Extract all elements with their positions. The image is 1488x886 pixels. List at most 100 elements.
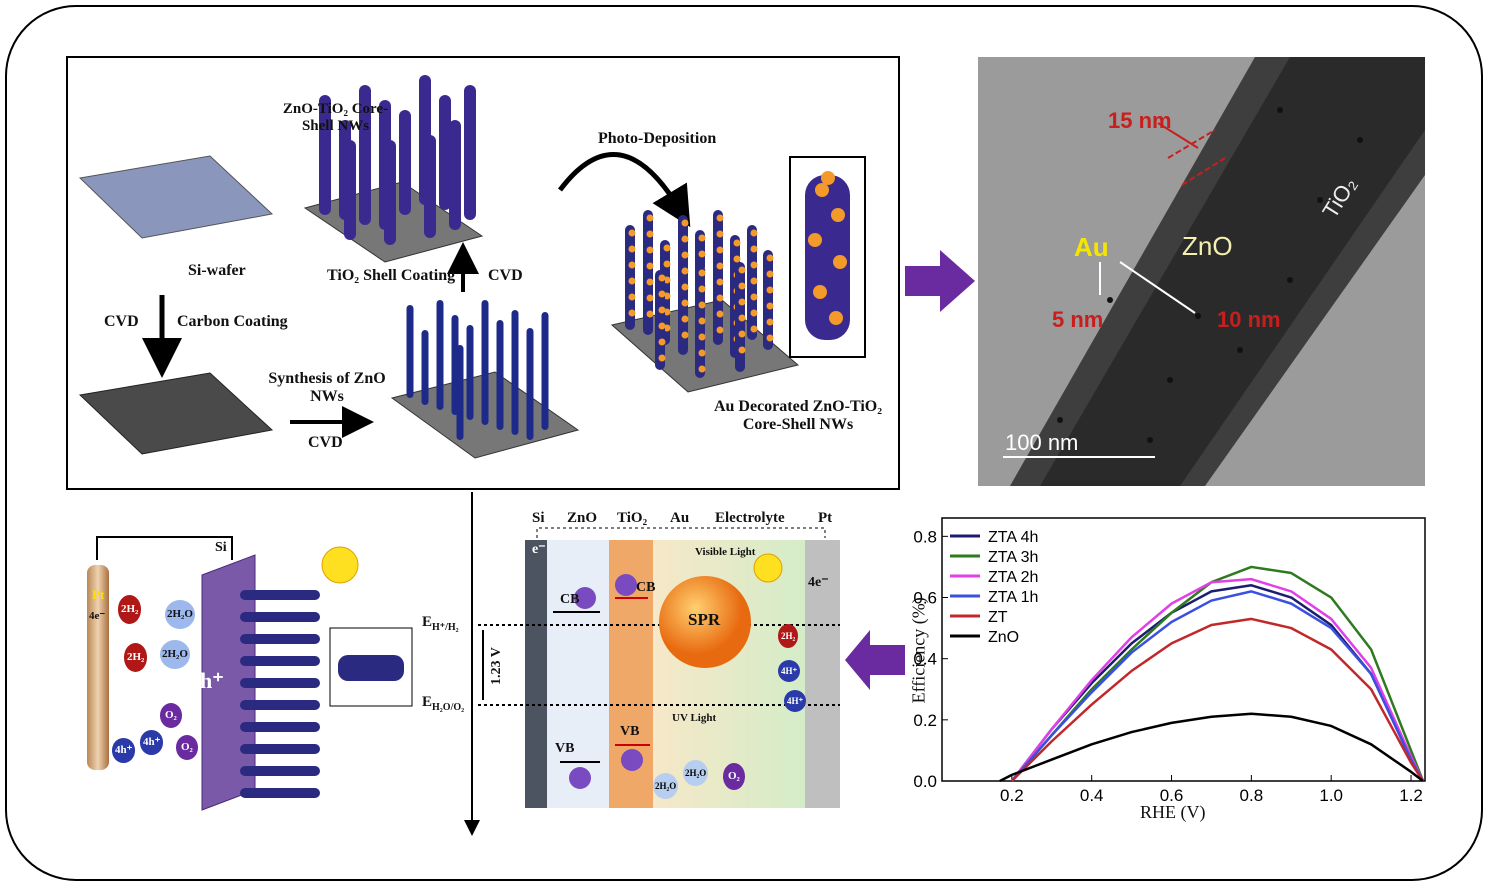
nanowire — [406, 305, 414, 398]
nanowire — [240, 722, 320, 732]
nanowire — [456, 345, 464, 440]
nanowire — [319, 95, 331, 215]
sun — [321, 546, 359, 584]
au-particle — [716, 294, 724, 302]
au-particle — [1357, 137, 1363, 143]
nanowire — [240, 700, 320, 710]
line — [1010, 565, 1425, 782]
au-particle — [738, 346, 746, 354]
nanowire — [240, 634, 320, 644]
au-particle — [646, 214, 654, 222]
label: Au Decorated ZnO-TiO₂ Core-Shell NWs — [713, 398, 883, 434]
nanowire — [240, 744, 320, 754]
pt-layer — [805, 540, 840, 808]
nanowire — [359, 85, 371, 225]
label: Si-wafer — [188, 262, 246, 279]
legend-label: ZTA 3h — [988, 549, 1038, 566]
molecule: 2H₂O — [653, 773, 679, 800]
au-particle — [681, 299, 689, 307]
nanowire — [643, 210, 653, 335]
molecule: 4H⁺ — [778, 660, 801, 683]
au-particle — [1237, 347, 1243, 353]
label: Si — [215, 540, 227, 555]
x-tick-label: 0.6 — [1160, 786, 1184, 805]
legend-label: ZnO — [988, 629, 1019, 646]
au-particle — [681, 219, 689, 227]
layer-label: TiO₂ — [617, 510, 648, 526]
nanowire — [526, 328, 534, 440]
hole — [621, 749, 643, 771]
au-particle — [646, 262, 654, 270]
label: 4e⁻ — [89, 610, 106, 622]
y-tick-label: 0.4 — [913, 650, 937, 669]
au-particle — [750, 245, 758, 253]
label: ZnO-TiO₂ Core-Shell NWs — [282, 101, 389, 135]
au-particle — [681, 315, 689, 323]
sun — [753, 553, 783, 583]
flow-arrow — [845, 630, 905, 690]
au-particle — [646, 294, 654, 302]
au-particle — [659, 576, 751, 668]
au-particle — [766, 270, 774, 278]
au-particle — [766, 318, 774, 326]
au-particle — [663, 244, 671, 252]
au-particle — [646, 246, 654, 254]
au-particle — [738, 266, 746, 274]
label: Visible Light — [695, 546, 756, 558]
au-particle — [733, 255, 741, 263]
legend-label: ZT — [988, 609, 1008, 626]
y-tick-label: 0.6 — [913, 589, 937, 608]
au-particle — [658, 338, 666, 346]
label: ZnO — [1182, 231, 1233, 261]
au-particle — [750, 325, 758, 333]
au-particle — [628, 261, 636, 269]
zno-layer — [547, 540, 609, 808]
au-particle — [646, 278, 654, 286]
au-particle — [750, 229, 758, 237]
nanowire — [481, 300, 489, 425]
label: CVD — [104, 313, 139, 330]
nanowire — [424, 135, 436, 238]
line — [1010, 577, 1425, 782]
nanowire — [496, 320, 504, 430]
au-particle — [658, 354, 666, 362]
label: CB — [636, 580, 656, 595]
subscript: H₂O/O₂ — [432, 702, 465, 713]
au-particle — [766, 286, 774, 294]
au-particle — [663, 260, 671, 268]
line — [1010, 617, 1425, 782]
au-particle — [628, 245, 636, 253]
au-particle — [750, 261, 758, 269]
au-particle — [681, 267, 689, 275]
level-label: EH⁺/H₂ — [422, 614, 459, 634]
au-particle — [698, 269, 706, 277]
au-particle — [829, 311, 843, 325]
legend-label: ZTA 4h — [988, 529, 1038, 546]
label: 1.23 V — [488, 647, 504, 685]
au-particle — [813, 285, 827, 299]
symbol: E — [422, 694, 433, 710]
label: UV Light — [672, 712, 717, 724]
legend-label: ZTA 1h — [988, 589, 1038, 606]
au-particle — [698, 365, 706, 373]
arrow — [558, 151, 691, 228]
si-layer — [525, 540, 547, 808]
hole — [569, 767, 591, 789]
au-particle — [628, 229, 636, 237]
x-tick-label: 0.8 — [1240, 786, 1264, 805]
au-particle — [1147, 437, 1153, 443]
au-particle — [628, 293, 636, 301]
molecule: 4h⁺ — [140, 730, 164, 755]
label: CVD — [488, 267, 523, 284]
label: Au — [1074, 232, 1109, 262]
au-particle — [808, 233, 822, 247]
nanowire — [713, 210, 723, 345]
layer-label: Pt — [818, 510, 833, 526]
layer-label: Si — [532, 510, 545, 526]
au-particle — [698, 285, 706, 293]
au-particle — [658, 322, 666, 330]
nanowire — [541, 312, 549, 430]
au-particle — [738, 330, 746, 338]
au-particle — [716, 278, 724, 286]
au-particle — [646, 230, 654, 238]
